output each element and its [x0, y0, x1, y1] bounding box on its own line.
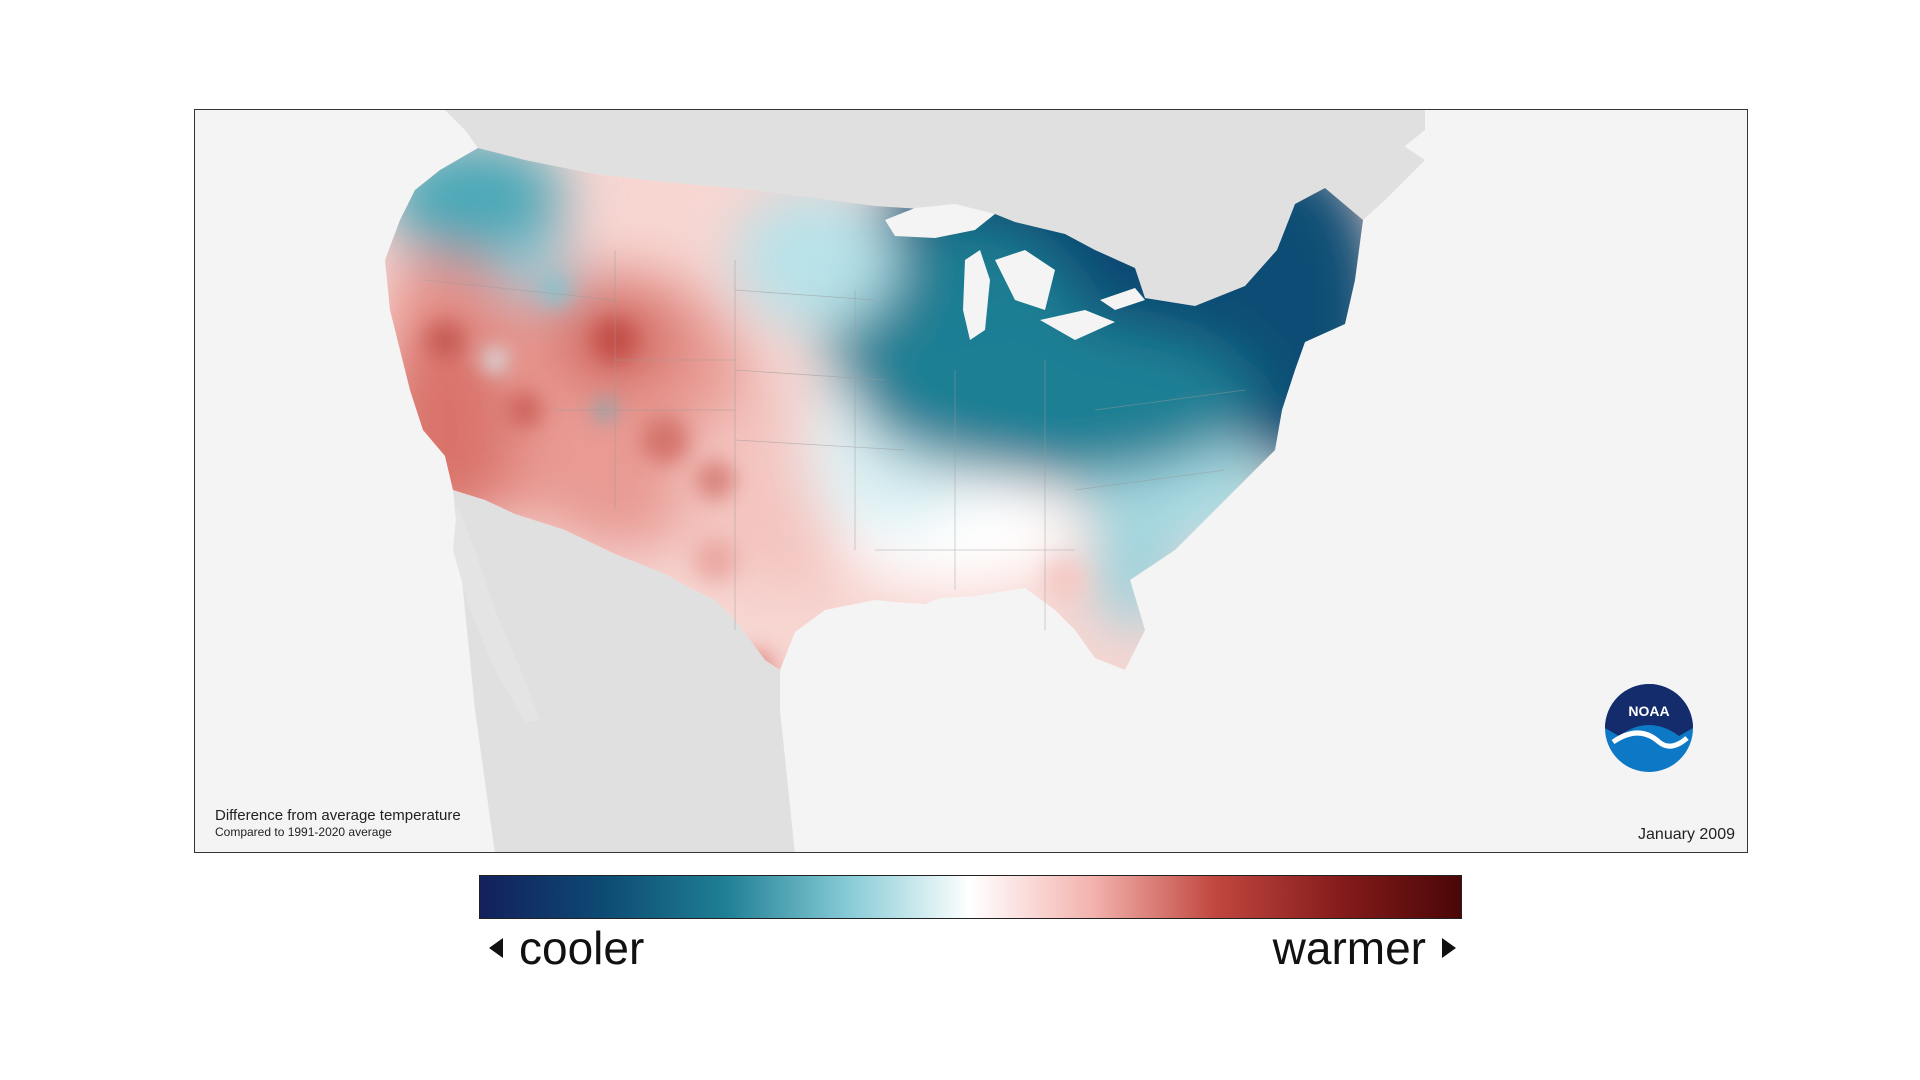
color-scale-bar — [479, 875, 1462, 919]
mexico-land — [453, 490, 795, 852]
state-borders — [424, 250, 1246, 630]
map-date: January 2009 — [1638, 826, 1735, 843]
baja-peninsula — [453, 506, 540, 722]
legend-warmer-text: warmer — [1272, 922, 1426, 974]
caption-title: Difference from average temperature — [215, 807, 461, 824]
great-lakes — [885, 204, 1145, 340]
noaa-logo-text: NOAA — [1628, 703, 1669, 719]
temperature-anomaly-map: NOAA Difference from average temperature… — [194, 109, 1748, 853]
arrow-left-icon — [489, 938, 503, 958]
legend-cooler-text: cooler — [519, 922, 645, 974]
legend-warmer: warmer — [1273, 920, 1456, 976]
caption-subtitle: Compared to 1991-2020 average — [215, 825, 392, 839]
arrow-right-icon — [1442, 938, 1456, 958]
map-canvas: NOAA — [385, 110, 1693, 852]
canada-maritimes-land — [1325, 140, 1425, 220]
noaa-logo: NOAA — [1605, 684, 1693, 772]
map-caption: Difference from average temperature Comp… — [215, 807, 461, 840]
legend-cooler: cooler — [489, 920, 644, 976]
